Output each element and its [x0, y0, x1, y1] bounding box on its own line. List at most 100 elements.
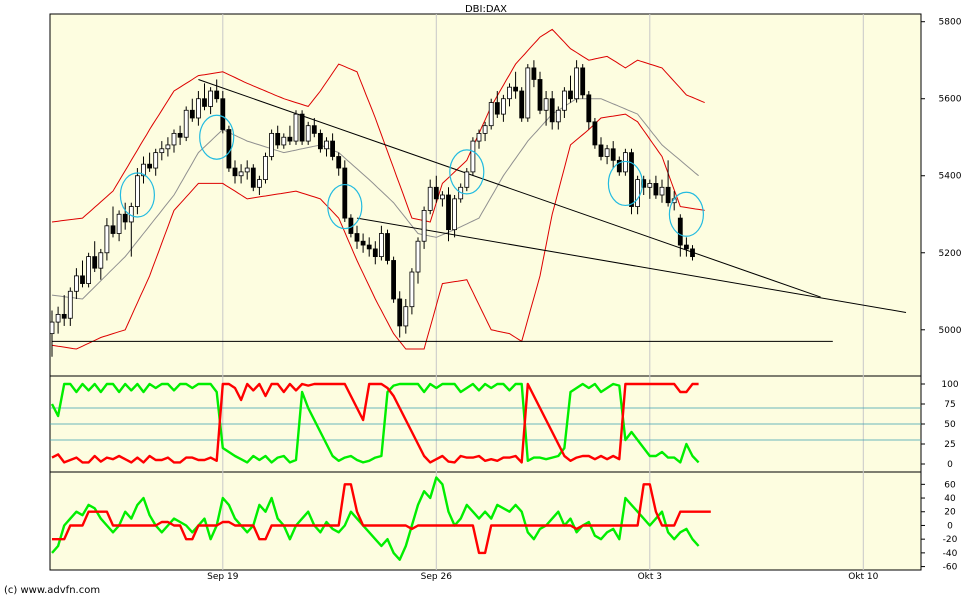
candle-body — [256, 179, 262, 188]
candle-body — [287, 136, 293, 142]
x-tick-label: Sep 19 — [207, 572, 239, 582]
candle-body — [104, 225, 110, 254]
price-layer — [49, 28, 907, 357]
candle-body — [623, 152, 628, 173]
y-tick-label: 5200 — [939, 249, 962, 259]
candle-body — [98, 252, 104, 269]
candle-body — [574, 67, 579, 100]
y-tick-label: 100 — [941, 380, 958, 390]
candle-body — [299, 113, 305, 142]
candle-body — [153, 152, 159, 169]
oscillator1-layer — [50, 382, 921, 464]
y-tick-label: -60 — [943, 563, 958, 573]
candle-body — [647, 183, 653, 188]
candle-body — [580, 67, 586, 96]
candle-body — [464, 171, 470, 188]
candle-body — [49, 321, 55, 335]
y-tick-label: 50 — [944, 420, 956, 430]
candle-body — [281, 136, 287, 146]
y-tick-label: 25 — [944, 440, 955, 450]
candle-body — [165, 144, 171, 150]
candle-body — [446, 194, 451, 231]
highlight-circle — [607, 160, 644, 207]
candle-body — [122, 213, 128, 223]
bollinger-upper — [51, 28, 705, 223]
candle-body — [189, 109, 195, 119]
axis-layer: Sep 19 Sep 26 Okt 3 Okt 1050005200540056005… — [207, 18, 962, 582]
candle-body — [171, 132, 177, 146]
candle-body — [311, 125, 317, 134]
candle-body — [452, 198, 458, 231]
y-tick-label: 5400 — [939, 172, 962, 182]
candle-body — [568, 90, 573, 100]
candle-body — [519, 90, 525, 119]
candle-body — [653, 183, 659, 196]
candle-body — [549, 98, 555, 123]
candle-body — [324, 140, 329, 150]
candle-body — [134, 175, 140, 207]
candle-body — [415, 240, 421, 273]
candle-body — [555, 109, 561, 123]
candle-body — [507, 86, 512, 100]
highlight-circle — [668, 191, 705, 237]
candle-body — [226, 129, 232, 169]
y-tick-label: 0 — [947, 521, 953, 531]
candle-body — [244, 167, 250, 173]
candle-body — [141, 163, 146, 177]
candle-body — [525, 67, 531, 119]
oscillator2-layer — [51, 476, 711, 561]
candle-body — [232, 167, 238, 177]
candle-body — [293, 113, 299, 142]
candle-body — [439, 194, 445, 200]
candle-body — [586, 94, 592, 123]
candle-body — [385, 233, 390, 261]
candle-body — [330, 140, 336, 157]
candle-body — [690, 248, 695, 258]
candle-body — [74, 275, 79, 292]
candle-body — [366, 244, 372, 250]
candle-body — [684, 244, 689, 250]
candle-body — [61, 313, 67, 319]
candle-body — [92, 256, 98, 269]
candle-body — [610, 148, 616, 161]
candle-body — [195, 98, 201, 119]
candle-body — [531, 67, 537, 80]
candle-body — [116, 213, 122, 234]
candle-body — [177, 132, 183, 138]
y-tick-label: 40 — [944, 494, 956, 504]
candle-body — [183, 109, 189, 138]
candle-body — [409, 271, 415, 308]
candle-body — [354, 233, 360, 242]
candle-body — [592, 121, 598, 146]
candle-body — [403, 306, 409, 327]
candle-body — [110, 225, 116, 234]
candle-body — [543, 98, 549, 111]
candle-body — [513, 86, 518, 92]
candle-body — [305, 125, 311, 142]
candle-body — [250, 167, 256, 188]
candle-body — [562, 90, 567, 111]
candle-body — [537, 79, 543, 111]
x-tick-label: Okt 10 — [848, 572, 878, 582]
candle-body — [629, 152, 634, 207]
candle-body — [659, 186, 665, 196]
chart-title: DBI:DAX — [465, 4, 507, 15]
oscillator1-green-series — [50, 382, 700, 464]
highlight-circle — [119, 172, 155, 218]
candle-body — [275, 132, 281, 146]
y-tick-label: 5600 — [939, 95, 962, 105]
candle-body — [488, 102, 494, 127]
candle-body — [427, 186, 433, 211]
y-tick-label: 60 — [944, 480, 956, 490]
candle-body — [80, 275, 85, 284]
candle-body — [476, 132, 482, 142]
price-panel-bg — [49, 13, 922, 377]
candle-body — [208, 90, 214, 107]
candle-body — [635, 179, 640, 207]
candle-body — [159, 148, 165, 154]
candle-body — [214, 90, 220, 100]
candle-body — [342, 167, 348, 219]
candle-body — [397, 298, 403, 327]
candle-body — [67, 290, 73, 319]
